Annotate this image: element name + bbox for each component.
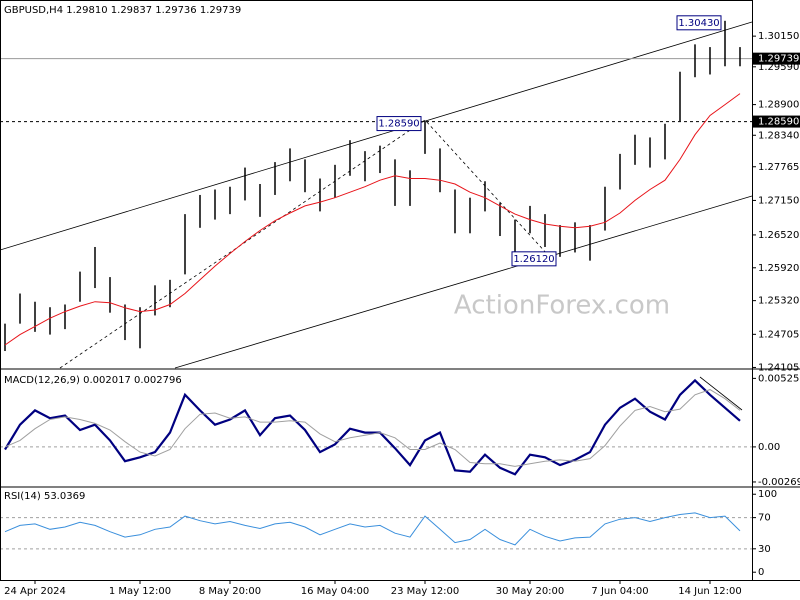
y-tick-label: 1.26520 — [758, 230, 799, 241]
macd-trendline — [699, 376, 743, 411]
y-tick-label: 1.27150 — [758, 195, 799, 206]
indicator-line — [4, 378, 741, 476]
price-label-bg — [753, 52, 800, 65]
price-label-bg — [753, 115, 800, 128]
price-label: 1.28590 — [758, 117, 799, 128]
annotation: 1.26120 — [513, 254, 554, 265]
channel-lower — [174, 195, 753, 369]
y-tick-label: 30 — [758, 544, 771, 555]
price-label: 1.29739 — [758, 54, 799, 65]
y-tick-label: 1.27765 — [758, 162, 799, 173]
price-title: GBPUSD,H4 1.29810 1.29837 1.29736 1.2973… — [4, 5, 241, 16]
x-tick-label: 7 Jun 04:00 — [591, 586, 648, 597]
y-tick-label: 0 — [758, 567, 764, 578]
y-tick-label: 70 — [758, 513, 771, 524]
x-tick-label: 23 May 12:00 — [391, 586, 460, 597]
indicator-line — [4, 389, 741, 467]
x-tick-label: 14 Jun 12:00 — [678, 586, 742, 597]
annotation-box — [511, 251, 557, 267]
y-tick-label: 1.28900 — [758, 100, 799, 111]
y-tick-label: 1.30150 — [758, 31, 799, 42]
y-tick-label: 1.24705 — [758, 329, 799, 340]
y-tick-label: 1.28340 — [758, 130, 799, 141]
x-tick-label: 8 May 20:00 — [199, 586, 261, 597]
annotation: 1.28590 — [378, 119, 419, 130]
annotation: 1.30430 — [678, 18, 719, 29]
rsi-title: RSI(14) 53.0369 — [4, 491, 85, 502]
x-tick-label: 16 May 04:00 — [301, 586, 370, 597]
y-tick-label: 1.24105 — [758, 362, 799, 373]
indicator-line — [4, 512, 741, 546]
channel-upper — [0, 21, 753, 251]
y-tick-label: 1.25920 — [758, 263, 799, 274]
y-tick-label: 100 — [758, 489, 777, 500]
macd-title: MACD(12,26,9) 0.002017 0.002796 — [4, 375, 182, 386]
y-tick-label: 1.29590 — [758, 62, 799, 73]
y-tick-label: 1.25320 — [758, 296, 799, 307]
annotation-box — [676, 15, 722, 31]
moving-average — [4, 93, 741, 346]
y-tick-label: 0.00 — [758, 442, 780, 453]
plot: 1.30430 1.28590 1.26120 — [0, 15, 752, 550]
x-tick-label: 30 May 20:00 — [496, 586, 565, 597]
watermark: ActionForex.com — [454, 291, 670, 321]
x-tick-label: 24 Apr 2024 — [4, 586, 66, 597]
x-tick-label: 1 May 12:00 — [109, 586, 171, 597]
y-tick-label: -0.00269 — [758, 477, 800, 488]
y-tick-label: 0.005257 — [758, 373, 800, 384]
annotation-box — [376, 116, 422, 132]
